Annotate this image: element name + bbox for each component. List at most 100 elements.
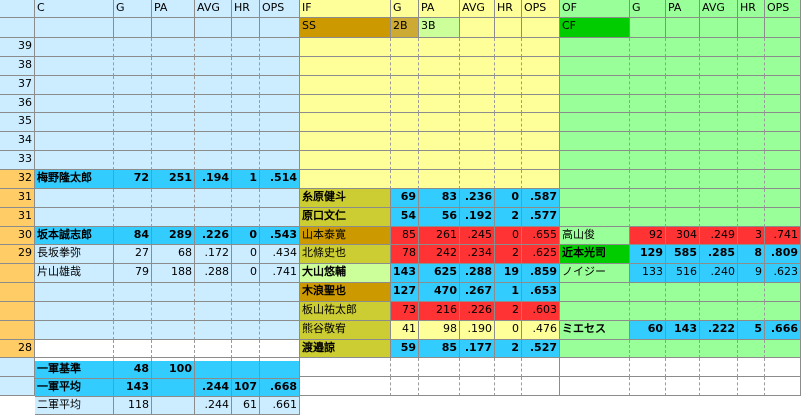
- if-stat-avg: .267: [460, 283, 495, 302]
- of-stat-header: G: [630, 0, 666, 18]
- if-cell: [419, 132, 460, 151]
- of-cell: [765, 302, 801, 321]
- if-header: IF: [300, 0, 391, 18]
- c-stat-avg: .226: [195, 227, 232, 245]
- of-cell: [630, 377, 666, 396]
- c-cell: [195, 76, 232, 95]
- if-cell: [300, 151, 391, 170]
- of-cell: [765, 151, 801, 170]
- c-cell: [152, 76, 195, 95]
- of-cell: [666, 132, 700, 151]
- c-cell: [114, 321, 152, 340]
- if-stat-hr: 0: [495, 321, 522, 340]
- c-stat-pa: 289: [152, 227, 195, 245]
- of-cell: [560, 170, 630, 189]
- of-cell: [700, 340, 738, 358]
- of-cell: [700, 208, 738, 227]
- if-stat-header: PA: [419, 0, 460, 18]
- of-cell: [560, 283, 630, 302]
- if-stat-g: 127: [391, 283, 419, 302]
- of-cell: [700, 302, 738, 321]
- if-stat-pa: 85: [419, 340, 460, 358]
- of-cell: [666, 208, 700, 227]
- c-cell: [114, 76, 152, 95]
- of-cell: [700, 151, 738, 170]
- c-stat-ops: .514: [260, 170, 300, 189]
- if-stat-g: 85: [391, 227, 419, 245]
- of-cell: [560, 132, 630, 151]
- of-stat-hr: 3: [738, 227, 765, 245]
- c-cell: [260, 189, 300, 208]
- if-cell: [419, 113, 460, 132]
- if-stat-ops: .655: [522, 227, 560, 245]
- c-cell: [260, 38, 300, 57]
- age-cell: [0, 283, 35, 302]
- if-stat-header: HR: [495, 0, 522, 18]
- of-cell: [738, 340, 765, 358]
- of-cell: [700, 38, 738, 57]
- of-cell: [765, 189, 801, 208]
- of-stat-avg: .222: [700, 321, 738, 340]
- c-cell: [35, 283, 114, 302]
- of-cell: [560, 340, 630, 358]
- c-player-name: 片山雄哉: [35, 264, 114, 283]
- c-stat-avg: .194: [195, 170, 232, 189]
- if-cell: [495, 377, 522, 396]
- if-stat-pa: 56: [419, 208, 460, 227]
- c-cell: [232, 321, 260, 340]
- if-stat-g: 69: [391, 189, 419, 208]
- of-cell: [560, 208, 630, 227]
- c-cell: [195, 57, 232, 76]
- c-cell: [152, 340, 195, 358]
- if-cell: [495, 170, 522, 189]
- of-stat-g: 133: [630, 264, 666, 283]
- of-subheader: [765, 18, 801, 38]
- if-stat-avg: .226: [460, 302, 495, 321]
- if-stat-avg: .288: [460, 264, 495, 283]
- of-cell: [700, 57, 738, 76]
- summary-stat-hr: [232, 361, 260, 379]
- if-stat-hr: 0: [495, 227, 522, 245]
- of-cell: [666, 38, 700, 57]
- c-stat-g: 72: [114, 170, 152, 189]
- c-subheader: [260, 18, 300, 38]
- if-stat-ops: .476: [522, 321, 560, 340]
- of-cell: [560, 113, 630, 132]
- of-cell: [630, 170, 666, 189]
- c-stat-header: HR: [232, 0, 260, 18]
- of-cell: [765, 358, 801, 377]
- of-cell: [738, 208, 765, 227]
- of-cell: [738, 377, 765, 396]
- if-cell: [391, 113, 419, 132]
- age-cell: 35: [0, 113, 35, 132]
- c-stat-hr: 0: [232, 264, 260, 283]
- if-cell: [495, 38, 522, 57]
- if-stat-ops: .859: [522, 264, 560, 283]
- of-stat-hr: 9: [738, 264, 765, 283]
- of-cell: [765, 283, 801, 302]
- c-cell: [260, 76, 300, 95]
- if-cell: [460, 95, 495, 113]
- c-cell: [260, 132, 300, 151]
- if-subheader: [522, 18, 560, 38]
- if-stat-ops: .603: [522, 302, 560, 321]
- of-cell: [630, 95, 666, 113]
- if-stat-avg: .192: [460, 208, 495, 227]
- c-stat-ops: .741: [260, 264, 300, 283]
- of-header: OF: [560, 0, 630, 18]
- if-cell: [391, 57, 419, 76]
- of-cell: [765, 38, 801, 57]
- c-stat-pa: 68: [152, 245, 195, 264]
- of-cell: [738, 189, 765, 208]
- of-cell: [666, 170, 700, 189]
- c-stat-header: AVG: [195, 0, 232, 18]
- of-cell: [765, 57, 801, 76]
- of-subheader: [700, 18, 738, 38]
- c-cell: [260, 113, 300, 132]
- c-cell: [152, 95, 195, 113]
- age-cell: 38: [0, 57, 35, 76]
- of-subheader: [666, 18, 700, 38]
- if-cell: [460, 57, 495, 76]
- if-stat-pa: 216: [419, 302, 460, 321]
- c-cell: [35, 340, 114, 358]
